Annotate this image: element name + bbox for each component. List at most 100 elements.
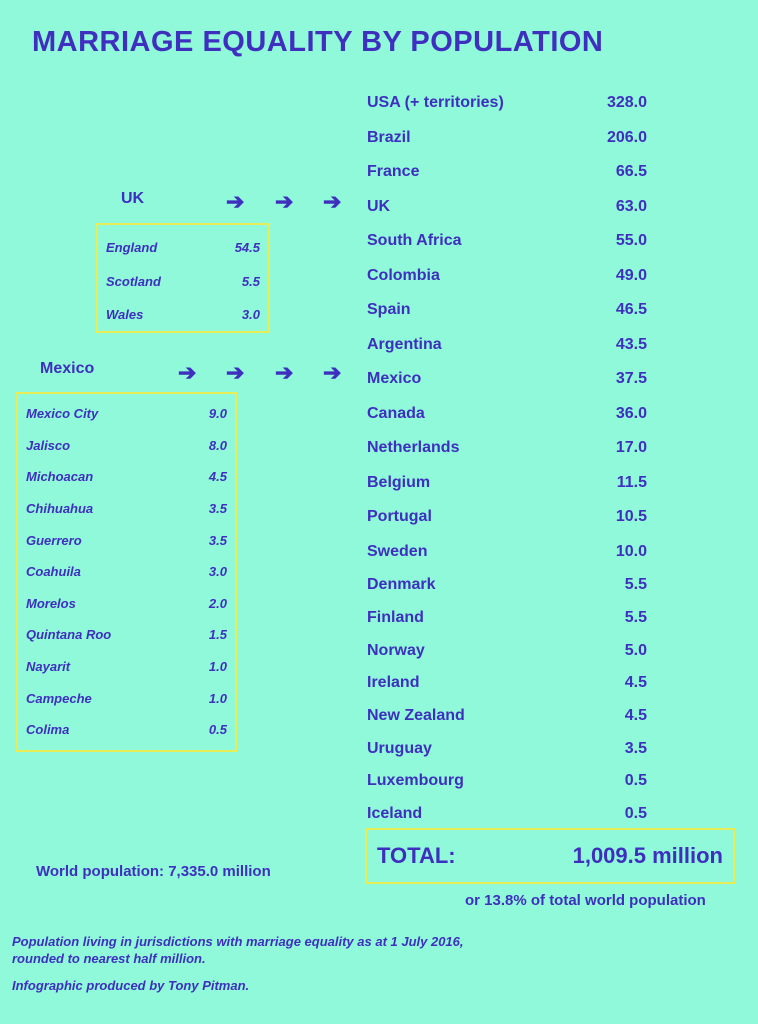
list-item: Wales 3.0: [98, 298, 268, 332]
table-row: Portugal 10.5: [367, 500, 647, 535]
table-row: Mexico 37.5: [367, 362, 647, 397]
arrow-icon: ➔: [275, 189, 294, 214]
region-value: 3.5: [208, 501, 227, 517]
country-value: 17.0: [615, 439, 647, 457]
region-name: Colima: [26, 722, 70, 738]
country-name: Ireland: [367, 674, 420, 692]
list-item: Chihuahua 3.5: [18, 493, 235, 525]
country-name: Colombia: [367, 266, 440, 284]
country-value: 3.5: [624, 739, 647, 757]
country-name: Finland: [367, 609, 424, 627]
list-item: England 54.5: [98, 231, 268, 265]
country-name: Belgium: [367, 473, 431, 491]
mexico-label: Mexico: [40, 360, 95, 377]
uk-breakdown-box: England 54.5 Scotland 5.5 Wales 3.0: [96, 223, 270, 333]
country-value: 43.5: [615, 335, 647, 353]
country-name: New Zealand: [367, 707, 465, 725]
region-value: 3.5: [208, 532, 227, 548]
country-value: 206.0: [606, 128, 647, 146]
region-value: 3.0: [241, 307, 260, 323]
country-name: Denmark: [367, 576, 436, 594]
table-row: Spain 46.5: [367, 293, 647, 328]
arrow-icon: ➔: [178, 360, 197, 385]
arrow-icon: ➔: [226, 189, 245, 214]
note-line-2: rounded to nearest half million.: [12, 951, 206, 966]
country-value: 10.5: [615, 508, 647, 526]
list-item: Jalisco 8.0: [18, 430, 235, 462]
region-name: Mexico City: [26, 406, 99, 422]
region-value: 3.0: [208, 564, 227, 580]
country-value: 328.0: [606, 94, 647, 112]
region-name: Guerrero: [26, 532, 82, 548]
region-name: Scotland: [106, 273, 161, 289]
country-name: Canada: [367, 404, 425, 422]
region-value: 1.5: [208, 627, 227, 643]
table-row: Netherlands 17.0: [367, 431, 647, 466]
table-row: Finland 5.5: [367, 602, 647, 635]
country-value: 36.0: [615, 404, 647, 422]
table-row: Luxembourg 0.5: [367, 765, 647, 798]
table-row: New Zealand 4.5: [367, 700, 647, 733]
country-value: 0.5: [624, 805, 647, 823]
list-item: Colima 0.5: [18, 714, 235, 746]
country-value: 37.5: [615, 370, 647, 388]
table-row: Ireland 4.5: [367, 667, 647, 700]
country-name: Netherlands: [367, 439, 460, 457]
list-item: Morelos 2.0: [18, 588, 235, 620]
country-value: 11.5: [616, 473, 647, 491]
region-value: 1.0: [208, 659, 227, 675]
region-name: Coahuila: [26, 564, 81, 580]
country-name: Spain: [367, 301, 411, 319]
list-item: Coahuila 3.0: [18, 556, 235, 588]
region-value: 8.0: [208, 437, 227, 453]
list-item: Michoacan 4.5: [18, 461, 235, 493]
country-name: Brazil: [367, 128, 411, 146]
list-item: Campeche 1.0: [18, 682, 235, 714]
table-row: France 66.5: [367, 155, 647, 190]
country-value: 4.5: [624, 707, 647, 725]
region-value: 4.5: [208, 469, 227, 485]
total-label: TOTAL:: [377, 843, 456, 868]
region-name: Wales: [106, 307, 144, 323]
list-item: Quintana Roo 1.5: [18, 619, 235, 651]
country-name: Mexico: [367, 370, 422, 388]
list-item: Mexico City 9.0: [18, 398, 235, 430]
country-value: 49.0: [615, 266, 647, 284]
country-name: Iceland: [367, 805, 423, 823]
uk-label: UK: [121, 190, 145, 207]
table-row: Norway 5.0: [367, 634, 647, 667]
country-value: 0.5: [624, 772, 647, 790]
region-value: 2.0: [208, 595, 227, 611]
country-list: USA (+ territories) 328.0 Brazil 206.0 Franc…: [367, 86, 647, 831]
country-name: Uruguay: [367, 739, 432, 757]
arrow-icon: ➔: [275, 360, 294, 385]
country-name: Luxembourg: [367, 772, 464, 790]
country-name: France: [367, 163, 420, 181]
region-value: 1.0: [208, 690, 227, 706]
region-name: Jalisco: [26, 437, 71, 453]
arrow-icon: ➔: [323, 360, 342, 385]
region-name: Quintana Roo: [26, 627, 112, 643]
country-name: UK: [367, 197, 391, 215]
country-name: Argentina: [367, 335, 442, 353]
table-row: Uruguay 3.5: [367, 732, 647, 765]
credit: Infographic produced by Tony Pitman.: [12, 978, 250, 993]
note-line-1: Population living in jurisdictions with …: [12, 934, 464, 949]
country-value: 5.5: [624, 576, 647, 594]
list-item: Guerrero 3.5: [18, 524, 235, 556]
table-row: Argentina 43.5: [367, 328, 647, 363]
region-name: Nayarit: [26, 659, 71, 675]
table-row: South Africa 55.0: [367, 224, 647, 259]
region-name: Morelos: [26, 595, 76, 611]
table-row: UK 63.0: [367, 190, 647, 225]
table-row: Colombia 49.0: [367, 259, 647, 294]
table-row: USA (+ territories) 328.0: [367, 86, 647, 121]
country-value: 46.5: [615, 301, 647, 319]
world-share: or 13.8% of total world population: [465, 892, 706, 909]
arrow-icon: ➔: [323, 189, 342, 214]
country-value: 4.5: [624, 674, 647, 692]
region-name: England: [106, 240, 158, 256]
country-name: Norway: [367, 641, 425, 659]
table-row: Sweden 10.0: [367, 535, 647, 570]
arrow-icon: ➔: [226, 360, 245, 385]
